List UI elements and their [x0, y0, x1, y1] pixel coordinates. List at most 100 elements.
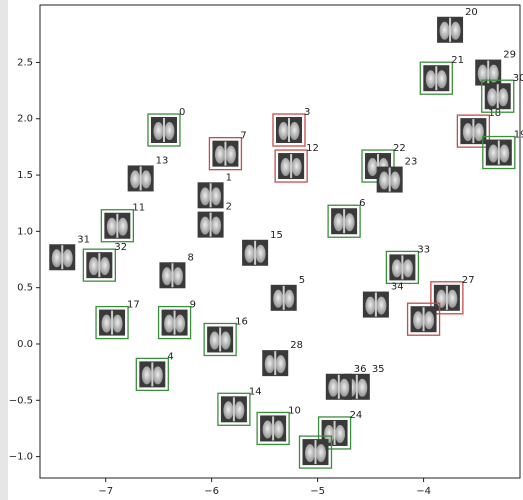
- xray-thumbnail: [482, 80, 514, 112]
- lung: [274, 420, 284, 438]
- lung: [245, 245, 255, 263]
- lung: [305, 444, 315, 462]
- lung: [141, 170, 151, 188]
- point-label: 31: [77, 234, 90, 245]
- point-label: 16: [235, 316, 248, 327]
- lung: [498, 88, 508, 106]
- lung: [328, 379, 338, 397]
- spine: [210, 213, 212, 237]
- spine: [254, 241, 256, 265]
- xray-thumbnail: [49, 244, 75, 270]
- lung: [276, 355, 286, 373]
- window-edge: [0, 0, 8, 500]
- xray-thumbnail: [328, 205, 360, 237]
- lung: [263, 420, 273, 438]
- point-label: 1: [226, 172, 232, 183]
- lung: [153, 366, 163, 384]
- lung: [102, 315, 112, 333]
- point-label: 30: [513, 73, 523, 84]
- point-label: 11: [132, 203, 145, 214]
- point-label: 27: [462, 275, 475, 286]
- xray-thumbnail: [242, 240, 268, 266]
- point-label: 2: [226, 202, 232, 213]
- xray-thumbnail: [408, 303, 440, 335]
- spine: [171, 263, 173, 287]
- point-label: 14: [249, 386, 262, 397]
- lung: [52, 249, 62, 267]
- lung: [426, 70, 436, 88]
- lung: [118, 218, 128, 236]
- lung: [223, 401, 233, 419]
- lung: [113, 315, 123, 333]
- lung: [63, 249, 73, 267]
- spine: [375, 293, 377, 317]
- lung: [89, 257, 99, 275]
- lung: [284, 290, 294, 308]
- xray-thumbnail: [275, 150, 307, 182]
- xray-thumbnail: [386, 251, 418, 283]
- xray-thumbnail: [209, 138, 241, 170]
- lung: [499, 145, 509, 163]
- point-label: 12: [306, 143, 319, 154]
- lung: [376, 297, 386, 315]
- y-tick-label: 1.0: [17, 226, 33, 237]
- point-label: 22: [393, 143, 406, 154]
- lung: [463, 123, 473, 141]
- xray-thumbnail: [101, 210, 133, 242]
- point-label: 28: [290, 340, 303, 351]
- lung: [100, 257, 110, 275]
- lung: [279, 122, 289, 140]
- point-label: 34: [391, 282, 404, 293]
- spine: [497, 84, 499, 108]
- spine: [116, 214, 118, 238]
- lung: [256, 245, 266, 263]
- xray-thumbnail: [128, 165, 154, 191]
- xray-thumbnail: [96, 307, 128, 339]
- lung: [153, 122, 163, 140]
- lung: [215, 146, 225, 164]
- lung: [413, 311, 423, 329]
- xray-thumbnail: [198, 212, 224, 238]
- lung: [392, 259, 402, 277]
- spine: [343, 209, 345, 233]
- spine: [487, 61, 489, 85]
- y-tick-label: 0.5: [17, 283, 33, 294]
- xray-thumbnail: [271, 285, 297, 311]
- x-tick-label: −6: [204, 486, 219, 497]
- xray-thumbnail: [457, 115, 489, 147]
- point-label: 5: [299, 275, 305, 286]
- lung: [226, 146, 236, 164]
- point-label: 4: [167, 351, 173, 362]
- xray-thumbnail: [148, 114, 180, 146]
- point-label: 33: [417, 244, 430, 255]
- lung: [345, 213, 355, 231]
- lung: [173, 267, 183, 285]
- lung: [339, 379, 349, 397]
- lung: [200, 187, 210, 205]
- lung: [447, 290, 457, 308]
- lung: [436, 290, 446, 308]
- point-label: 35: [372, 364, 385, 375]
- xray-thumbnail: [257, 412, 289, 444]
- y-tick-label: 0.0: [17, 339, 33, 350]
- y-tick-label: −0.5: [9, 395, 33, 406]
- point-label: 13: [156, 155, 169, 166]
- lung: [130, 170, 140, 188]
- lung: [234, 401, 244, 419]
- xray-thumbnail: [218, 393, 250, 425]
- lung: [265, 355, 275, 373]
- spine: [498, 141, 500, 165]
- lung: [437, 70, 447, 88]
- lung: [335, 425, 345, 443]
- xray-thumbnail: [159, 307, 191, 339]
- xray-thumbnail: [159, 262, 185, 288]
- lung: [281, 158, 291, 176]
- xray-thumbnail: [136, 358, 168, 390]
- xray-thumbnail: [437, 17, 463, 43]
- point-label: 7: [240, 131, 246, 142]
- point-label: 20: [465, 7, 478, 18]
- point-label: 36: [354, 364, 367, 375]
- lung: [334, 213, 344, 231]
- spine: [338, 375, 340, 399]
- spine: [274, 351, 276, 375]
